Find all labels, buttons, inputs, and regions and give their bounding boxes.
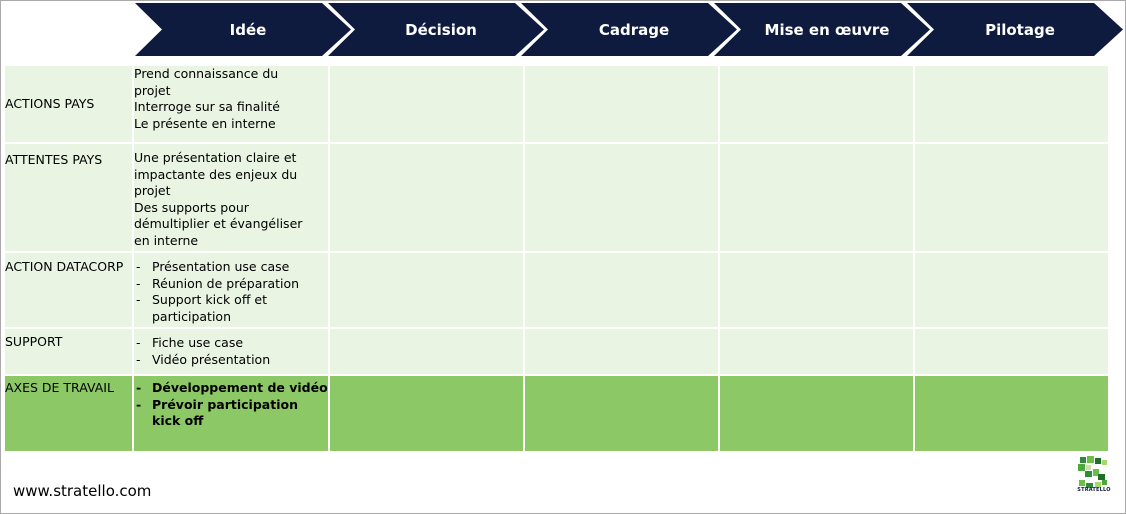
journey-grid: ACTIONS PAYS Prend connaissance du proje… [3, 64, 1110, 453]
list-item: Support kick off et participation [134, 292, 328, 325]
row-label: SUPPORT [3, 327, 134, 376]
row-description: Fiche use case Vidéo présentation [132, 327, 330, 376]
empty-cell [718, 327, 915, 376]
row-attentes-pays: ATTENTES PAYS Une présentation claire et… [3, 142, 1110, 253]
empty-cell [328, 374, 525, 453]
row-description: Une présentation claire et impactante de… [132, 142, 330, 253]
phase-header: Idée Décision Cadrage Mise en œuvre Pilo… [135, 3, 1123, 56]
phase-pilotage: Pilotage [907, 3, 1123, 56]
bullet-list: Présentation use case Réunion de prépara… [134, 259, 328, 325]
phase-mise-en-oeuvre: Mise en œuvre [714, 3, 930, 56]
list-item: Présentation use case [134, 259, 328, 276]
row-description: Prend connaissance du projet Interroge s… [132, 64, 330, 144]
website-link[interactable]: www.stratello.com [13, 482, 152, 500]
empty-cell [523, 327, 720, 376]
description-line: projet [134, 82, 171, 98]
stratello-logo-icon [1076, 455, 1110, 495]
row-description: Développement de vidéo Prévoir participa… [132, 374, 330, 453]
empty-cell [913, 251, 1110, 329]
list-item: Développement de vidéo [134, 380, 328, 397]
empty-cell [328, 64, 525, 144]
empty-cell [523, 251, 720, 329]
description-line: Le présente en interne [134, 115, 276, 131]
description-line: impactante des enjeux du [134, 166, 298, 182]
list-item: Prévoir participation kick off [134, 397, 328, 430]
empty-cell [328, 142, 525, 253]
description-line: Prend connaissance du [134, 66, 279, 81]
description-line: Interroge sur sa finalité [134, 99, 280, 114]
row-label: AXES DE TRAVAIL [3, 374, 134, 453]
empty-cell [913, 64, 1110, 144]
row-support: SUPPORT Fiche use case Vidéo présentatio… [3, 327, 1110, 376]
description-line: démultiplier et évangéliser [134, 216, 303, 231]
empty-cell [718, 374, 915, 453]
list-item: Réunion de préparation [134, 276, 328, 293]
bullet-list: Fiche use case Vidéo présentation [134, 335, 328, 368]
empty-cell [913, 142, 1110, 253]
row-actions-pays: ACTIONS PAYS Prend connaissance du proje… [3, 64, 1110, 144]
bullet-list: Développement de vidéo Prévoir participa… [134, 380, 328, 430]
empty-cell [523, 142, 720, 253]
empty-cell [523, 64, 720, 144]
row-description: Présentation use case Réunion de prépara… [132, 251, 330, 329]
logo-wordmark: STRATELLO [1077, 487, 1111, 493]
row-label: ATTENTES PAYS [3, 142, 134, 253]
description-line: en interne [134, 232, 199, 248]
description-line: Une présentation claire et [134, 150, 297, 165]
phase-label: Cadrage [598, 20, 670, 39]
row-action-datacorp: ACTION DATACORP Présentation use case Ré… [3, 251, 1110, 329]
phase-label: Pilotage [985, 20, 1055, 39]
empty-cell [718, 142, 915, 253]
list-item: Fiche use case [134, 335, 328, 352]
empty-cell [913, 327, 1110, 376]
row-axes-de-travail: AXES DE TRAVAIL Développement de vidéo P… [3, 374, 1110, 453]
empty-cell [913, 374, 1110, 453]
phase-label: Mise en œuvre [764, 20, 890, 39]
row-label: ACTION DATACORP [3, 251, 134, 329]
description-line: projet [134, 183, 171, 198]
empty-cell [718, 251, 915, 329]
empty-cell [523, 374, 720, 453]
list-item: Vidéo présentation [134, 352, 328, 369]
phase-label: Idée [229, 20, 267, 39]
phase-decision: Décision [328, 3, 544, 56]
phase-label: Décision [405, 20, 477, 39]
phase-cadrage: Cadrage [521, 3, 737, 56]
empty-cell [328, 327, 525, 376]
empty-cell [328, 251, 525, 329]
phase-idee: Idée [135, 3, 351, 56]
row-label: ACTIONS PAYS [3, 64, 134, 144]
empty-cell [718, 64, 915, 144]
description-line: Des supports pour [134, 199, 249, 215]
